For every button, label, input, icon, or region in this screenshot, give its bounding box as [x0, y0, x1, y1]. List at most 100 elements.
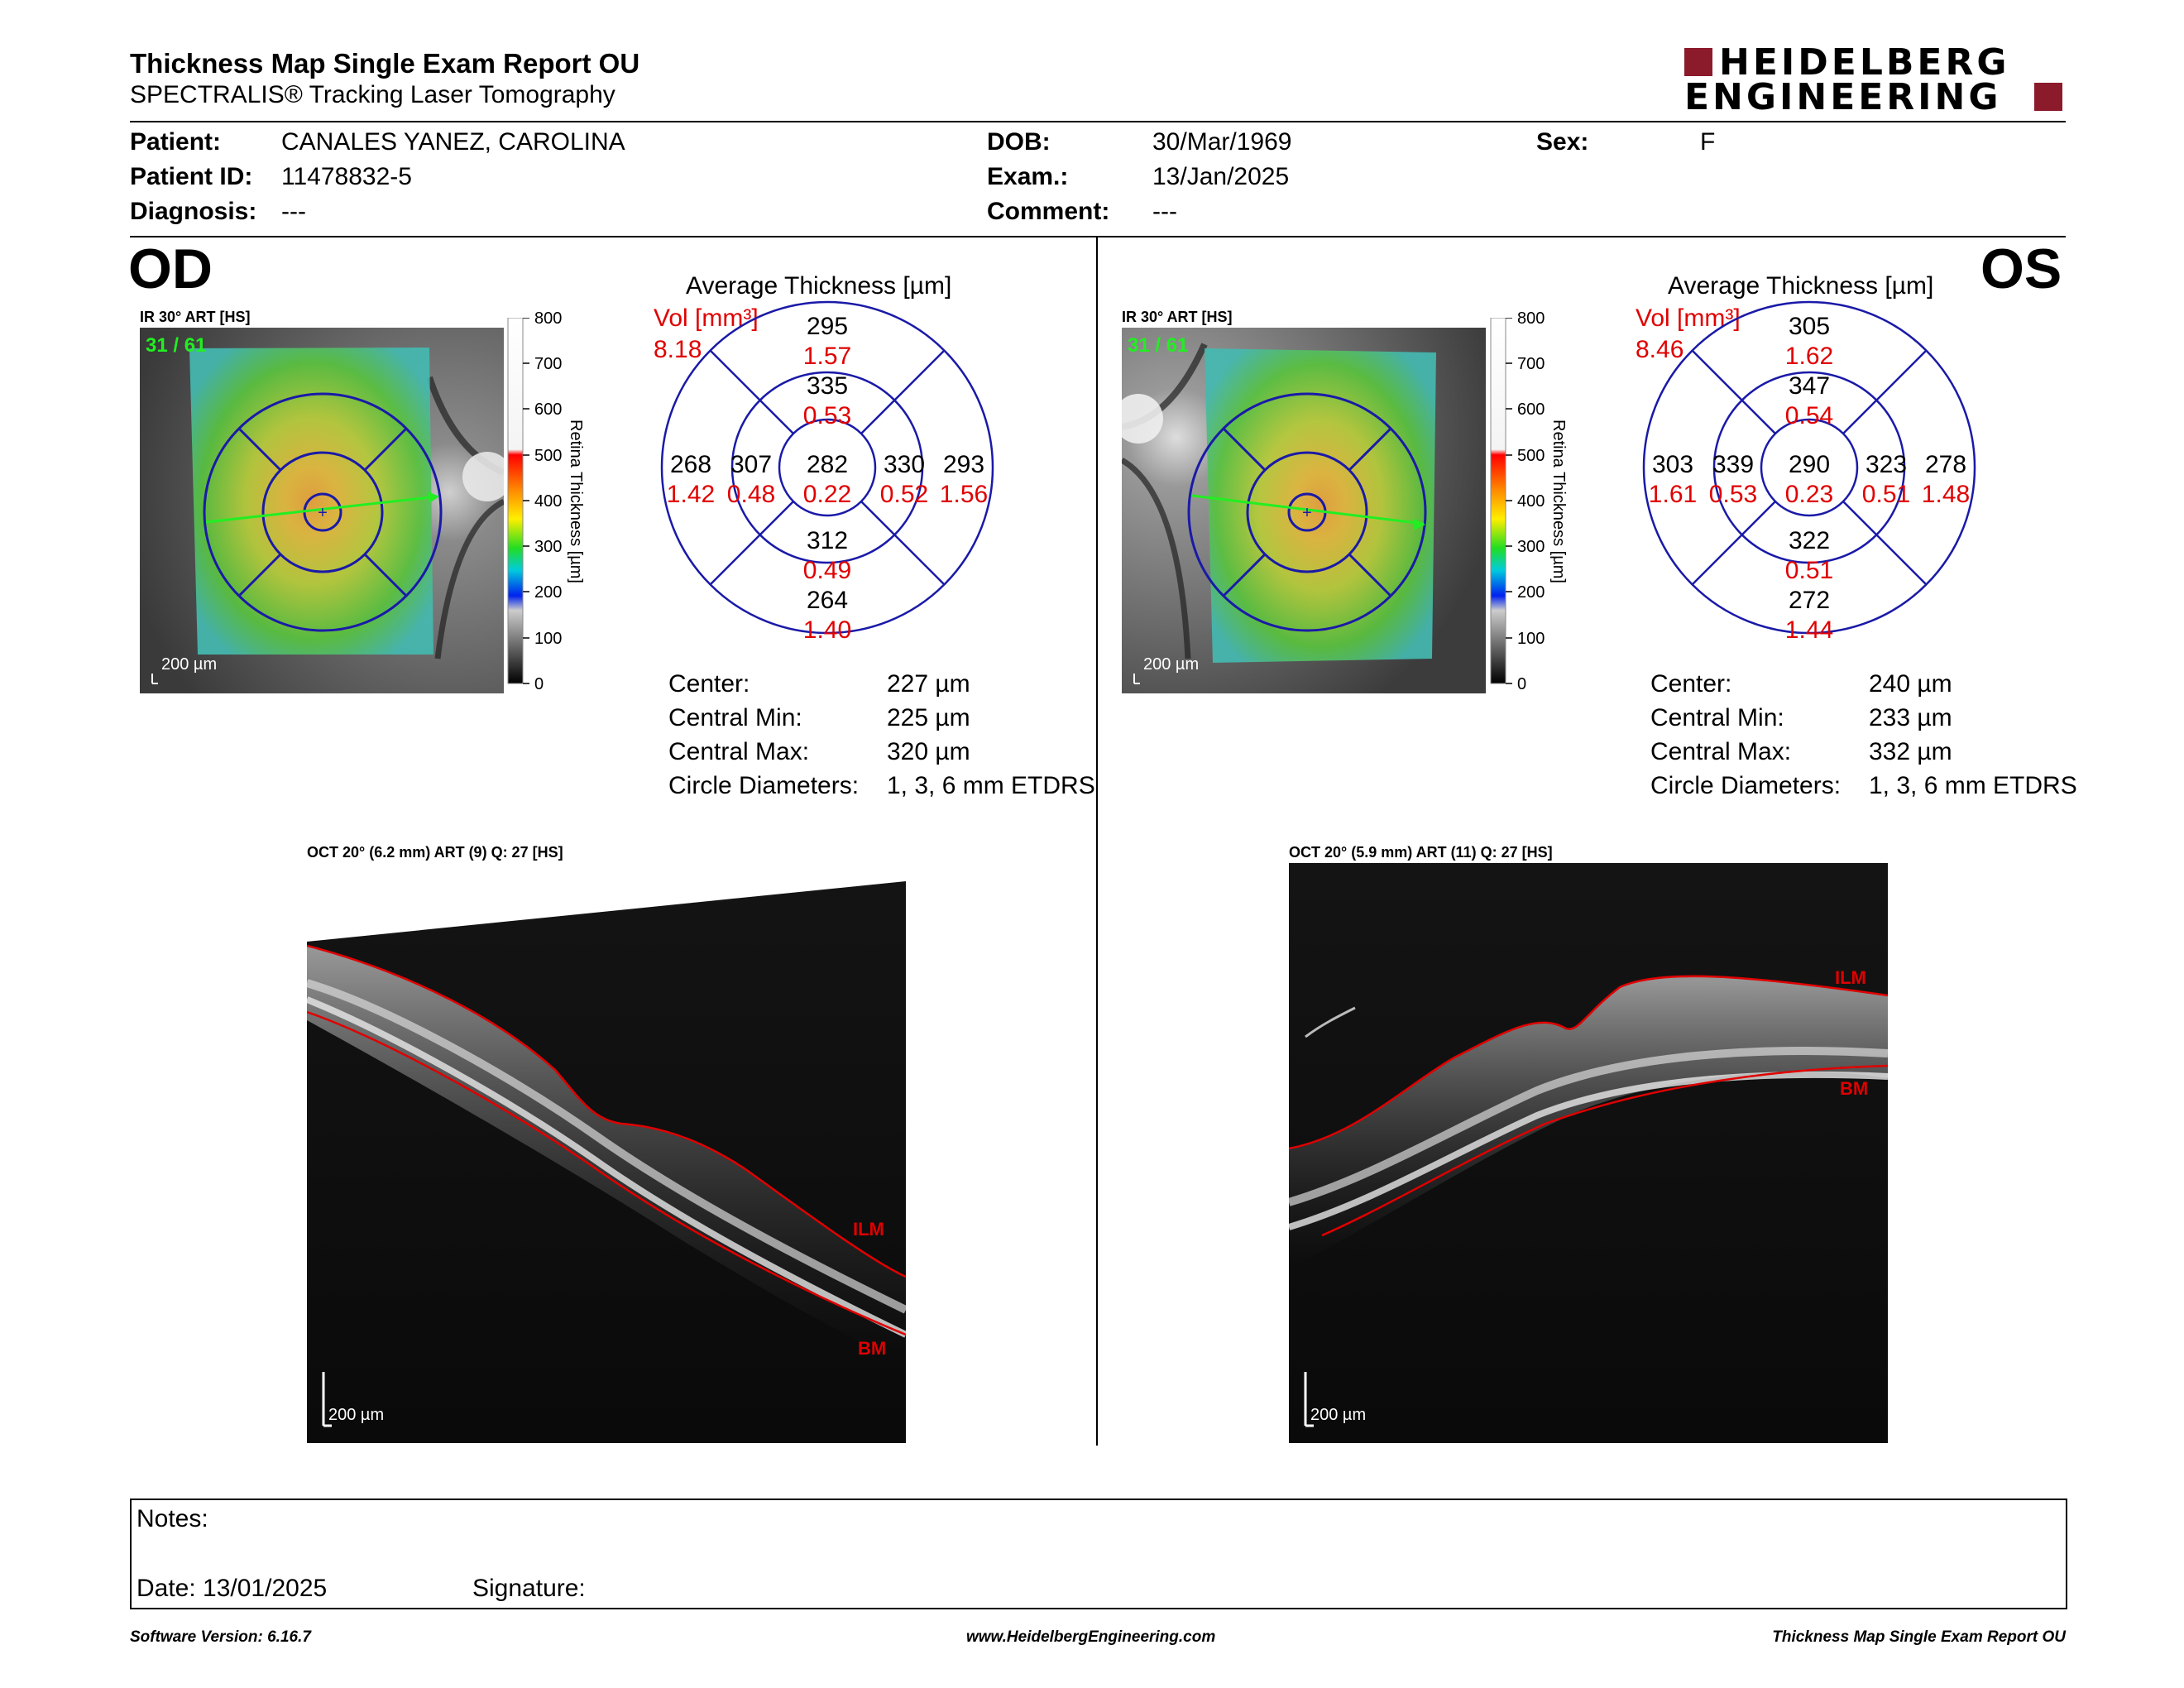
od-max-value: 320 µm	[887, 738, 970, 765]
diagnosis-value: ---	[281, 198, 306, 225]
od-inner-nas-thickness: 330	[883, 451, 926, 478]
os-outer-inf-thickness: 272	[1788, 587, 1831, 614]
os-inner-nas-vol: 0.51	[1861, 481, 1911, 508]
os-oct-scale: 200 µm	[1310, 1406, 1367, 1424]
patient-id-label: Patient ID:	[130, 163, 253, 190]
signature-label: Signature:	[472, 1575, 586, 1602]
od-center-vol: 0.22	[802, 481, 852, 508]
os-ir-scale: 200 µm	[1143, 655, 1200, 674]
od-inner-temp-vol: 0.48	[726, 481, 776, 508]
od-outer-temp-vol: 1.42	[666, 481, 716, 508]
os-thickness-scale: 800 700 600 500 400 300 200 100 0	[1489, 309, 1572, 694]
od-oct-bscan[interactable]: ILM BM 200 µm	[305, 863, 908, 1443]
report-title: Thickness Map Single Exam Report OU	[130, 48, 640, 79]
os-center-value: 240 µm	[1869, 670, 1952, 698]
os-ilm-label: ILM	[1835, 967, 1866, 988]
os-min-label: Central Min:	[1650, 704, 1784, 731]
os-outer-nas-vol: 1.48	[1921, 481, 1971, 508]
exam-value: 13/Jan/2025	[1152, 163, 1290, 190]
os-vol-value: 8.46	[1636, 336, 1684, 363]
footer-report-name: Thickness Map Single Exam Report OU	[1772, 1628, 2066, 1646]
os-inner-nas-thickness: 323	[1865, 451, 1908, 478]
od-vol-value: 8.18	[654, 336, 702, 363]
os-oct-caption: OCT 20° (5.9 mm) ART (11) Q: 27 [HS]	[1289, 844, 1553, 861]
os-bm-label: BM	[1840, 1078, 1869, 1099]
dob-label: DOB:	[987, 128, 1051, 156]
os-scale-tick: 400	[1517, 492, 1545, 511]
os-inner-inf-vol: 0.51	[1784, 557, 1834, 584]
od-etdrs-grid	[658, 298, 997, 637]
os-scale-tick: 300	[1517, 538, 1545, 556]
os-min-value: 233 µm	[1869, 704, 1952, 731]
os-scale-label: Retina Thickness [µm]	[1549, 420, 1568, 583]
diagnosis-label: Diagnosis:	[130, 198, 257, 225]
os-avg-title: Average Thickness [µm]	[1668, 272, 1934, 300]
od-ir-caption: IR 30° ART [HS]	[140, 309, 251, 325]
os-inner-inf-thickness: 322	[1788, 527, 1831, 554]
os-ir-caption: IR 30° ART [HS]	[1122, 309, 1233, 325]
od-center-value: 227 µm	[887, 670, 970, 698]
sex-value: F	[1700, 128, 1716, 156]
os-inner-temp-vol: 0.53	[1708, 481, 1758, 508]
os-scan-counter: 31 / 61	[1128, 334, 1189, 357]
os-inner-temp-thickness: 339	[1712, 451, 1755, 478]
od-ilm-label: ILM	[853, 1219, 884, 1240]
os-thickness-map[interactable]: + 31 / 61 200 µm	[1114, 328, 1486, 693]
od-outer-inf-thickness: 264	[806, 587, 849, 614]
os-scale-tick: 800	[1517, 309, 1545, 328]
od-eye-label: OD	[128, 237, 213, 300]
comment-value: ---	[1152, 198, 1177, 225]
patient-divider	[130, 236, 2066, 237]
footer-url[interactable]: www.HeidelbergEngineering.com	[966, 1628, 1216, 1646]
os-outer-sup-thickness: 305	[1788, 313, 1831, 340]
notes-label: Notes:	[136, 1505, 208, 1532]
os-scale-tick: 500	[1517, 447, 1545, 465]
od-outer-sup-vol: 1.57	[802, 343, 852, 370]
os-outer-nas-thickness: 278	[1924, 451, 1967, 478]
os-outer-sup-vol: 1.62	[1784, 343, 1834, 370]
dob-value: 30/Mar/1969	[1152, 128, 1292, 156]
svg-text:+: +	[318, 504, 328, 522]
os-etdrs-grid	[1640, 298, 1979, 637]
os-outer-inf-vol: 1.44	[1784, 616, 1834, 644]
od-center-thickness: 282	[806, 451, 849, 478]
od-inner-sup-thickness: 335	[806, 372, 849, 400]
notes-box[interactable]: Notes: Date: 13/01/2025 Signature:	[130, 1499, 2067, 1609]
od-scale-tick: 700	[534, 355, 563, 373]
od-thickness-map[interactable]: + 31 / 61 200 µm	[140, 328, 512, 693]
os-oct-bscan[interactable]: ILM BM 200 µm	[1287, 863, 1889, 1443]
os-eye-label: OS	[1980, 237, 2062, 300]
od-scale-tick: 800	[534, 309, 563, 328]
os-center-vol: 0.23	[1784, 481, 1834, 508]
os-scale-tick: 700	[1517, 355, 1545, 373]
od-scale-tick: 0	[534, 675, 544, 693]
software-version: Software Version: 6.16.7	[130, 1628, 311, 1646]
od-outer-inf-vol: 1.40	[802, 616, 852, 644]
od-outer-sup-thickness: 295	[806, 313, 849, 340]
od-thickness-scale: 800 700 600 500 400 300 200 100 0	[506, 309, 589, 694]
od-min-value: 225 µm	[887, 704, 970, 731]
od-max-label: Central Max:	[668, 738, 810, 765]
os-inner-sup-vol: 0.54	[1784, 402, 1834, 429]
od-avg-title: Average Thickness [µm]	[686, 272, 952, 300]
os-outer-temp-vol: 1.61	[1648, 481, 1698, 508]
date-label: Date: 13/01/2025	[136, 1575, 328, 1602]
od-min-label: Central Min:	[668, 704, 802, 731]
os-diam-label: Circle Diameters:	[1650, 772, 1842, 799]
os-scale-tick: 100	[1517, 630, 1545, 648]
od-center-label: Center:	[668, 670, 750, 698]
os-inner-sup-thickness: 347	[1788, 372, 1831, 400]
os-scale-tick: 0	[1517, 675, 1527, 693]
od-ir-scale: 200 µm	[161, 655, 218, 674]
od-diam-label: Circle Diameters:	[668, 772, 860, 799]
od-bm-label: BM	[858, 1338, 887, 1359]
od-scale-label: Retina Thickness [µm]	[567, 420, 585, 583]
od-inner-inf-thickness: 312	[806, 527, 849, 554]
od-inner-nas-vol: 0.52	[879, 481, 929, 508]
os-outer-temp-thickness: 303	[1651, 451, 1694, 478]
logo-line-1: HEIDELBERG	[1719, 41, 2010, 84]
report-subtitle: SPECTRALIS® Tracking Laser Tomography	[130, 81, 615, 108]
od-scale-tick: 100	[534, 630, 563, 648]
od-scale-tick: 400	[534, 492, 563, 511]
od-outer-nas-vol: 1.56	[939, 481, 989, 508]
